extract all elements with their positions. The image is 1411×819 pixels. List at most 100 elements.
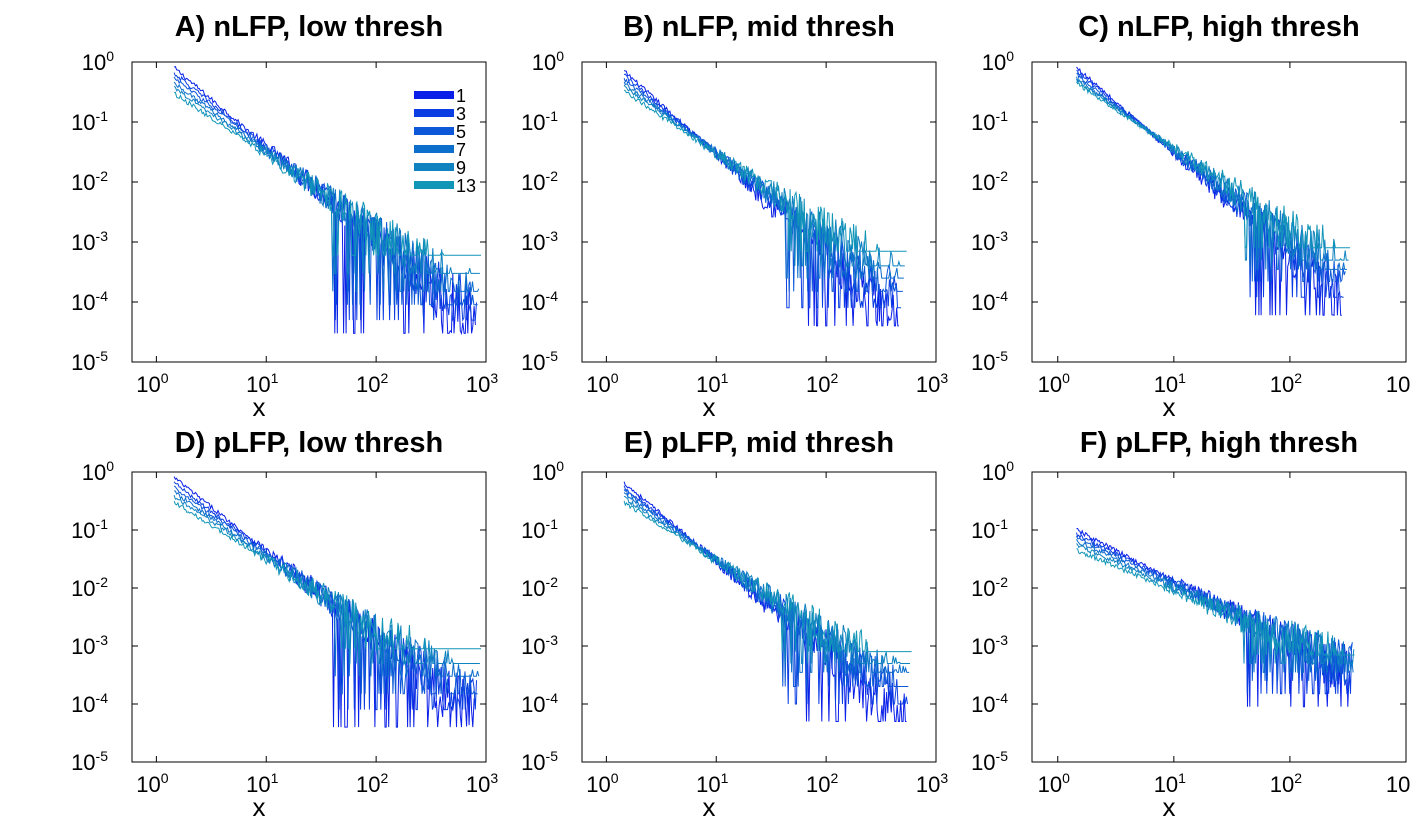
y-tick-label: 10-2	[71, 168, 108, 195]
y-tick-label: 10-4	[971, 690, 1008, 717]
x-tick-label: 102	[1270, 370, 1302, 397]
x-tick-label: 101	[696, 370, 728, 397]
y-tick-label: 100	[82, 48, 114, 75]
x-tick-label: 102	[1270, 770, 1302, 797]
y-tick-label: 10-3	[971, 228, 1008, 255]
panel-1: B) nLFP, mid thresh 100 101 102 103 100 10-1 10…	[521, 11, 948, 422]
x-axis-label: x	[1163, 792, 1176, 819]
x-tick-label: 101	[246, 370, 278, 397]
x-axis-label: x	[703, 792, 716, 819]
series-line-9	[173, 495, 480, 666]
panel-title: A) nLFP, low thresh	[175, 11, 444, 43]
x-tick-label: 100	[136, 770, 168, 797]
series-line-9	[1076, 78, 1349, 261]
y-tick-label: 10-4	[971, 288, 1008, 315]
x-tick-label: 100	[1038, 370, 1070, 397]
y-tick-label: 10-5	[971, 748, 1008, 775]
panel-title: D) pLFP, low thresh	[175, 427, 444, 459]
legend-label-1: 1	[456, 86, 466, 106]
legend-swatch-7	[414, 145, 454, 153]
x-axis-label: x	[1163, 392, 1176, 422]
x-tick-label: 102	[806, 370, 838, 397]
y-tick-label: 10-1	[971, 108, 1008, 135]
x-tick-label: 101	[1154, 370, 1186, 397]
x-tick-label: 101	[246, 770, 278, 797]
y-tick-label: 10-4	[71, 690, 108, 717]
y-tick-label: 100	[982, 458, 1014, 485]
x-tick-label: 100	[586, 770, 618, 797]
legend-label-5: 5	[456, 122, 466, 142]
y-tick-label: 10-3	[971, 632, 1008, 659]
series-group	[1076, 66, 1351, 317]
series-group	[623, 70, 907, 327]
x-tick-label: 103	[1386, 770, 1411, 797]
series-group	[173, 65, 481, 336]
x-tick-label: 100	[586, 370, 618, 397]
y-tick-label: 10-1	[521, 516, 558, 543]
series-line-5	[173, 76, 478, 307]
legend-swatch-13	[414, 181, 454, 189]
y-tick-label: 10-5	[971, 348, 1008, 375]
panel-5: F) pLFP, high thresh 100 101 102 103 100 10-1 1…	[971, 427, 1411, 819]
series-line-13	[173, 500, 481, 650]
y-tick-label: 100	[82, 458, 114, 485]
legend-swatch-1	[414, 91, 454, 99]
y-tick-label: 10-1	[71, 108, 108, 135]
panel-3: D) pLFP, low thresh 100 101 102 103 100 10-1 10…	[71, 427, 498, 819]
x-tick-label: 103	[916, 770, 948, 797]
y-tick-label: 10-3	[521, 632, 558, 659]
x-tick-label: 102	[806, 770, 838, 797]
axes-frame	[581, 61, 937, 363]
legend-label-9: 9	[456, 158, 466, 178]
legend-swatch-9	[414, 163, 454, 171]
y-tick-label: 100	[982, 48, 1014, 75]
series-line-5	[623, 78, 903, 292]
series-line-13	[173, 91, 481, 256]
legend-label-13: 13	[456, 176, 476, 196]
x-tick-label: 101	[1154, 770, 1186, 797]
y-tick-label: 10-5	[71, 348, 108, 375]
series-line-13	[623, 500, 912, 653]
x-tick-label: 103	[466, 370, 498, 397]
y-tick-label: 10-2	[521, 168, 558, 195]
y-tick-label: 10-2	[971, 168, 1008, 195]
y-tick-label: 10-4	[71, 288, 108, 315]
series-line-9	[1076, 543, 1355, 665]
axes-frame	[131, 471, 487, 763]
panel-title: C) nLFP, high thresh	[1078, 11, 1359, 43]
y-tick-label: 10-4	[521, 288, 558, 315]
panel-2: C) nLFP, high thresh 100 101 102 103 100 10-1 1…	[971, 11, 1411, 422]
y-tick-label: 10-5	[521, 348, 558, 375]
axes-frame	[1031, 61, 1407, 363]
y-tick-label: 10-1	[971, 516, 1008, 543]
x-axis-label: x	[253, 792, 266, 819]
panel-0: A) nLFP, low thresh 100 101 102 103 100 10-1 10…	[71, 11, 498, 422]
x-tick-label: 103	[916, 370, 948, 397]
legend-label-3: 3	[456, 104, 466, 124]
y-tick-label: 10-2	[521, 574, 558, 601]
series-line-1	[623, 70, 899, 327]
series-line-1	[173, 65, 476, 336]
x-tick-label: 100	[136, 370, 168, 397]
y-tick-label: 10-4	[521, 690, 558, 717]
y-tick-label: 100	[532, 458, 564, 485]
axes-frame	[131, 61, 487, 363]
axes-frame	[1031, 471, 1407, 763]
x-tick-label: 101	[696, 770, 728, 797]
x-tick-label: 102	[356, 370, 388, 397]
series-group	[173, 476, 481, 728]
series-group	[1076, 527, 1355, 708]
series-group	[623, 481, 912, 722]
y-tick-label: 100	[532, 48, 564, 75]
y-tick-label: 10-5	[71, 748, 108, 775]
x-tick-label: 103	[1386, 370, 1411, 397]
x-axis-label: x	[253, 392, 266, 422]
x-tick-label: 102	[356, 770, 388, 797]
x-tick-label: 100	[1038, 770, 1070, 797]
x-axis-label: x	[703, 392, 716, 422]
series-line-13	[1076, 81, 1351, 250]
panel-title: F) pLFP, high thresh	[1080, 427, 1358, 459]
y-tick-label: 10-2	[971, 574, 1008, 601]
